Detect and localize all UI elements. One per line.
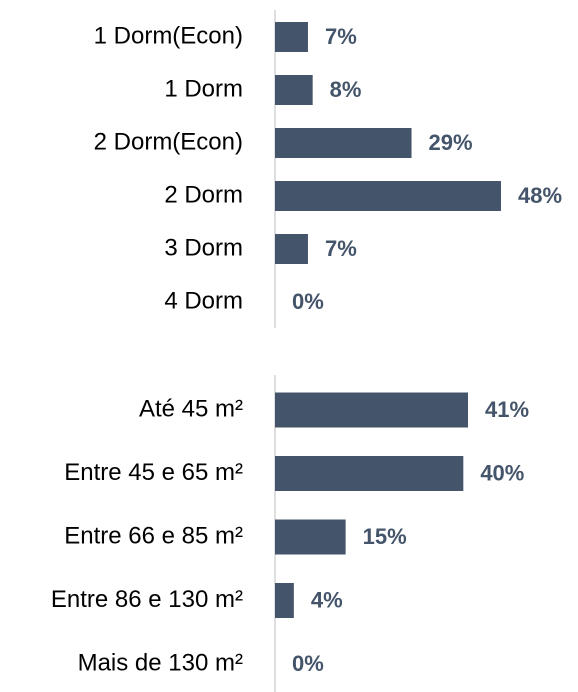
category-label: Entre 86 e 130 m² xyxy=(51,586,243,613)
data-label: 7% xyxy=(325,236,357,261)
data-label: 15% xyxy=(363,524,407,549)
category-label: 3 Dorm xyxy=(164,234,243,261)
data-label: 48% xyxy=(518,183,562,208)
category-label: 2 Dorm xyxy=(164,181,243,208)
category-label: Entre 45 e 65 m² xyxy=(64,459,243,486)
bar xyxy=(275,456,464,491)
data-label: 0% xyxy=(292,651,324,676)
data-label: 8% xyxy=(330,77,362,102)
bar xyxy=(275,75,313,105)
category-label: 1 Dorm xyxy=(164,75,243,102)
data-label: 0% xyxy=(292,289,324,314)
bar xyxy=(275,392,469,428)
bar xyxy=(275,583,294,618)
data-label: 4% xyxy=(311,587,343,612)
category-label: 4 Dorm xyxy=(164,287,243,314)
data-label: 40% xyxy=(480,460,524,485)
data-label: 7% xyxy=(325,24,357,49)
bar xyxy=(275,519,346,555)
category-label: Até 45 m² xyxy=(139,395,243,422)
category-label: Entre 66 e 85 m² xyxy=(64,522,243,549)
category-label: 1 Dorm(Econ) xyxy=(94,22,243,49)
data-label: 41% xyxy=(485,397,529,422)
data-label: 29% xyxy=(429,130,473,155)
bar xyxy=(275,128,412,158)
bar xyxy=(275,234,308,264)
bar xyxy=(275,181,501,211)
bar xyxy=(275,22,308,52)
category-label: 2 Dorm(Econ) xyxy=(94,128,243,155)
category-label: Mais de 130 m² xyxy=(78,649,243,676)
